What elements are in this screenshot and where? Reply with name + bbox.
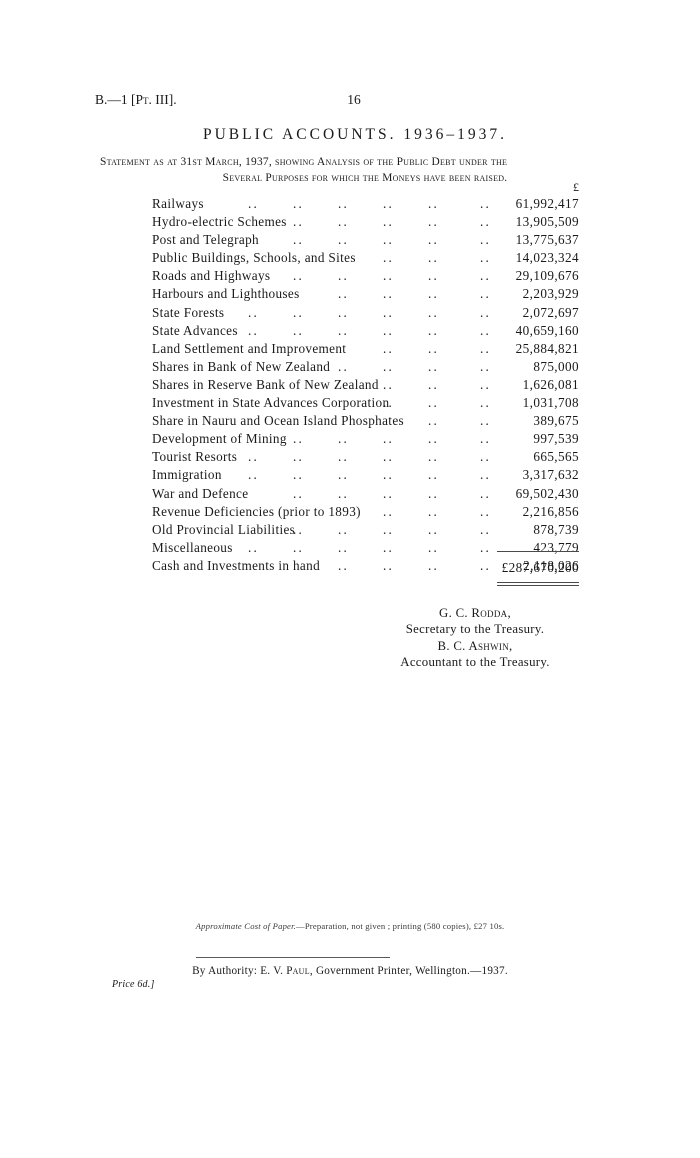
table-row-label: Shares in Reserve Bank of New Zealand (152, 376, 379, 392)
imprint-suffix: , Government Printer, Wellington.—1937. (309, 965, 508, 977)
table-row: State Advances............ 40,659,160 (0, 323, 700, 341)
table-row: Revenue Deficiencies (prior to 1893)....… (0, 504, 700, 522)
table-row: War and Defence.......... 69,502,430 (0, 486, 700, 504)
table-row-label: Public Buildings, Schools, and Sites (152, 250, 356, 266)
table-row-label: Land Settlement and Improvement (152, 340, 347, 356)
table-row: Old Provincial Liabilities.......... 878,… (0, 522, 700, 540)
currency-column-header: £ (573, 180, 579, 194)
public-debt-table: Railways............ 61,992,417 Hydro-elec… (0, 196, 700, 576)
table-row: Hydro-electric Schemes.......... 13,905,5… (0, 214, 700, 232)
table-row-amount: 13,905,509 (515, 214, 579, 230)
table-row: Land Settlement and Improvement...... 25,… (0, 341, 700, 359)
table-row-amount: 69,502,430 (515, 485, 579, 501)
page-number: 16 (347, 92, 361, 107)
table-row-amount: 997,539 (533, 431, 579, 447)
table-row-label: Shares in Bank of New Zealand (152, 358, 331, 374)
table-row: Share in Nauru and Ocean Island Phosphat… (0, 413, 700, 431)
signatory-name: B. C. Ashwin, (437, 638, 513, 653)
statement-subtitle-line-1: Statement as at 31st March, 1937, showin… (100, 156, 508, 168)
cost-of-paper-note: Approximate Cost of Paper.—Preparation, … (0, 921, 700, 931)
table-row-amount: 389,675 (533, 413, 579, 429)
table-row: Immigration............ 3,317,632 (0, 467, 700, 485)
table-row: Roads and Highways.......... 29,109,676 (0, 268, 700, 286)
table-row-label: War and Defence (152, 485, 249, 501)
table-row-label: Development of Mining (152, 431, 287, 447)
table-row-amount: 423,779 (533, 539, 579, 555)
table-row-label: Harbours and Lighthouses (152, 286, 300, 302)
table-row-amount: 29,109,676 (515, 268, 579, 284)
table-row: Investment in State Advances Corporation… (0, 395, 700, 413)
table-row-amount: 1,031,708 (522, 395, 579, 411)
table-row-amount: 14,023,324 (515, 250, 579, 266)
cost-of-paper-label: Approximate Cost of Paper. (195, 921, 297, 931)
cost-of-paper-detail: —Preparation, not given ; printing (580 … (296, 921, 505, 931)
signature-block: G. C. Rodda, Secretary to the Treasury. B.… (0, 605, 700, 671)
table-row-label: Tourist Resorts (152, 449, 238, 465)
table-row-amount: 2,216,856 (522, 503, 579, 519)
page-title: PUBLIC ACCOUNTS. 1936–1937. (202, 126, 508, 143)
table-row: Tourist Resorts............ 665,565 (0, 449, 700, 467)
table-row: Post and Telegraph.......... 13,775,637 (0, 232, 700, 250)
table-row-amount: 25,884,821 (515, 340, 579, 356)
table-row-label: Miscellaneous (152, 539, 233, 555)
table-row-amount: 2,203,929 (522, 286, 579, 302)
table-row: State Forests............ 2,072,697 (0, 305, 700, 323)
table-row-amount: 1,626,081 (522, 376, 579, 392)
signatory-role: Accountant to the Treasury. (400, 655, 550, 670)
table-row: Miscellaneous............ 423,779 (0, 540, 700, 558)
page-header: B.—1 [Pt. III]. 16 (0, 92, 700, 112)
document-reference-suffix: . III]. (148, 92, 177, 107)
table-row-amount: 3,317,632 (522, 467, 579, 483)
table-row: Harbours and Lighthouses........ 2,203,92… (0, 286, 700, 304)
table-row-label: Share in Nauru and Ocean Island Phosphat… (152, 413, 405, 429)
table-row-amount: 878,739 (533, 521, 579, 537)
table-row-label: Revenue Deficiencies (prior to 1893) (152, 503, 361, 519)
table-row: Shares in Bank of New Zealand........ 875… (0, 359, 700, 377)
table-row-label: Immigration (152, 467, 222, 483)
table-row-label: Post and Telegraph (152, 232, 259, 248)
printer-imprint: By Authority: E. V. Paul, Government Pri… (0, 965, 700, 977)
price-note: Price 6d.] (112, 979, 155, 990)
table-row-amount: 2,072,697 (522, 304, 579, 320)
document-reference-part: Pt (135, 92, 149, 107)
signatory-name: G. C. Rodda, (439, 606, 511, 620)
table-row-amount: 13,775,637 (515, 232, 579, 248)
table-row-label: State Forests (152, 304, 225, 320)
table-row-label: Cash and Investments in hand (152, 557, 321, 573)
signatory-role: Secretary to the Treasury. (405, 622, 545, 637)
total-rule-top (497, 551, 579, 552)
table-row-amount: 665,565 (533, 449, 579, 465)
document-reference-prefix: B.—1 [ (95, 92, 136, 107)
table-row-label: Investment in State Advances Corporation (152, 395, 390, 411)
table-row-label: Old Provincial Liabilities (152, 521, 296, 537)
imprint-prefix: By Authority: E. V. (192, 965, 287, 977)
table-row: Shares in Reserve Bank of New Zealand...… (0, 377, 700, 395)
statement-subtitle: Statement as at 31st March, 1937, showin… (100, 155, 612, 186)
table-row: Public Buildings, Schools, and Sites....… (0, 250, 700, 268)
total-amount: £287,670,200 (501, 560, 579, 575)
document-reference: B.—1 [Pt. III]. (95, 92, 177, 108)
table-row-label: State Advances (152, 322, 238, 338)
table-row-amount: 875,000 (533, 358, 579, 374)
total-rule-bottom-upper (497, 582, 579, 583)
imprint-divider (196, 957, 390, 958)
table-row-label: Roads and Highways (152, 268, 271, 284)
table-row-amount: 61,992,417 (515, 196, 579, 211)
statement-subtitle-line-2: Several Purposes for which the Moneys ha… (222, 171, 508, 184)
table-row-amount: 40,659,160 (515, 322, 579, 338)
table-row: Railways............ 61,992,417 (0, 196, 700, 214)
total-rule-bottom-lower (497, 585, 579, 586)
printer-name: Paul (286, 965, 310, 977)
table-row-label: Hydro-electric Schemes (152, 214, 287, 230)
table-row-label: Railways (152, 196, 204, 211)
table-row: Development of Mining.......... 997,539 (0, 431, 700, 449)
table-row-amount: 2,118,026 (523, 557, 579, 573)
